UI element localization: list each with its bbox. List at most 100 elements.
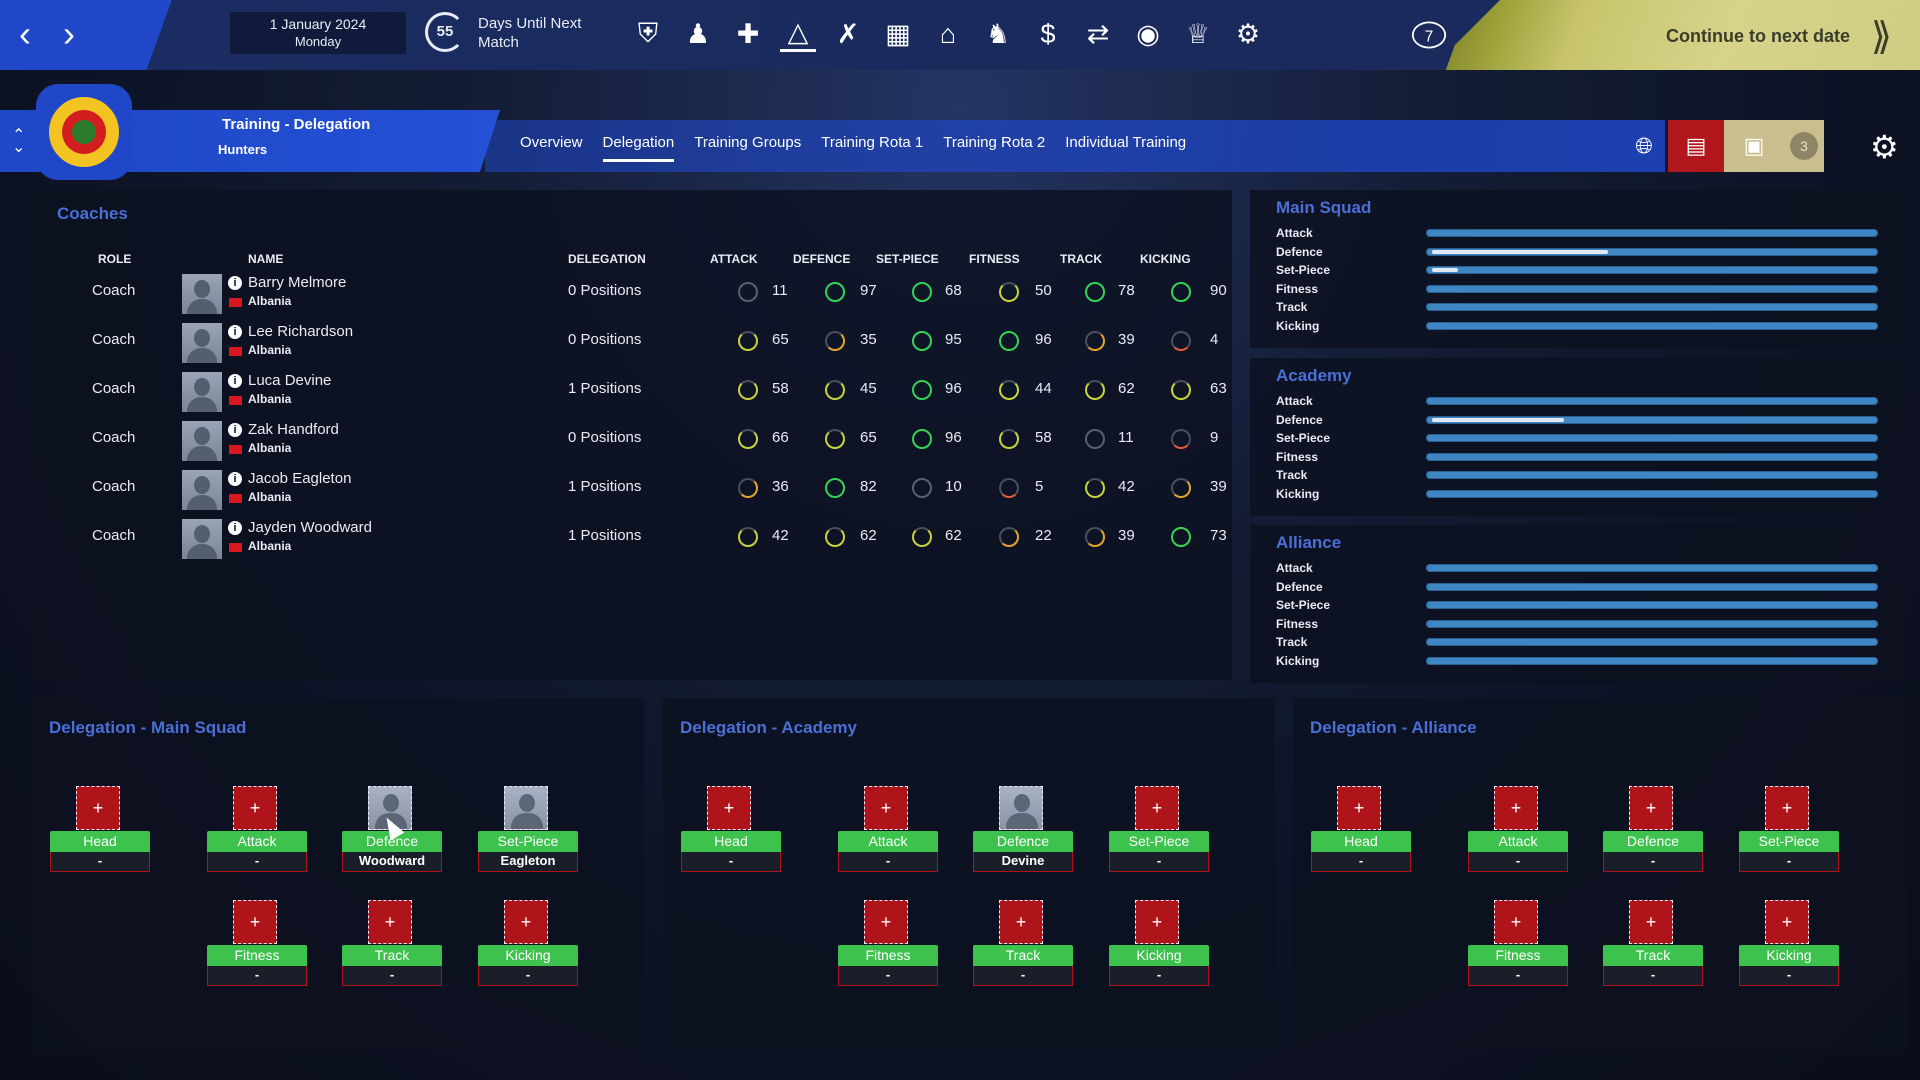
- coach-name[interactable]: Jayden Woodward: [248, 519, 372, 536]
- calendar-icon[interactable]: ▦: [885, 18, 911, 49]
- coach-row[interactable]: Coach i Luca Devine Albania 1 Positions 58 45 9…: [32, 370, 1232, 419]
- add-coach-button[interactable]: +: [864, 900, 908, 944]
- delegation-slot-head[interactable]: + Head -: [1311, 786, 1411, 886]
- coach-avatar[interactable]: [182, 421, 222, 461]
- delegation-slot-head[interactable]: + Head -: [681, 786, 781, 886]
- col-track[interactable]: TRACK: [1060, 252, 1102, 266]
- tab-training-rota-2[interactable]: Training Rota 2: [943, 134, 1046, 151]
- delegation-slot-track[interactable]: + Track -: [342, 900, 442, 1000]
- add-coach-button[interactable]: +: [1629, 900, 1673, 944]
- help-icon[interactable]: 7: [1411, 21, 1447, 49]
- delegation-slot-fitness[interactable]: + Fitness -: [838, 900, 938, 1000]
- coach-avatar[interactable]: [182, 470, 222, 510]
- delegation-slot-attack[interactable]: + Attack -: [838, 786, 938, 886]
- tab-training-rota-1[interactable]: Training Rota 1: [821, 134, 924, 151]
- add-coach-button[interactable]: +: [1494, 786, 1538, 830]
- info-icon[interactable]: i: [228, 276, 242, 290]
- training-icon[interactable]: △: [780, 16, 816, 52]
- coach-row[interactable]: Coach i Jacob Eagleton Albania 1 Positions 36…: [32, 468, 1232, 517]
- continue-button[interactable]: Continue to next date ⟫: [1430, 0, 1920, 70]
- add-coach-button[interactable]: +: [864, 786, 908, 830]
- coach-name[interactable]: Lee Richardson: [248, 323, 354, 340]
- delegation-slot-kicking[interactable]: + Kicking -: [1739, 900, 1839, 1000]
- finance-icon[interactable]: $: [1040, 18, 1056, 49]
- forward-arrow-icon[interactable]: ›: [63, 13, 75, 54]
- add-coach-button[interactable]: +: [999, 900, 1043, 944]
- tab-delegation[interactable]: Delegation: [602, 134, 675, 162]
- inbox-count[interactable]: 3: [1784, 120, 1824, 172]
- add-coach-button[interactable]: +: [76, 786, 120, 830]
- info-icon[interactable]: i: [228, 472, 242, 486]
- add-coach-button[interactable]: +: [1765, 786, 1809, 830]
- delegation-slot-attack[interactable]: + Attack -: [207, 786, 307, 886]
- delegation-slot-fitness[interactable]: + Fitness -: [207, 900, 307, 1000]
- home-icon[interactable]: ⌂: [939, 18, 957, 49]
- col-role[interactable]: ROLE: [98, 252, 132, 266]
- tactics-icon[interactable]: ✗: [836, 18, 860, 49]
- tab-training-groups[interactable]: Training Groups: [694, 134, 802, 151]
- info-icon[interactable]: i: [228, 423, 242, 437]
- delegation-slot-set-piece[interactable]: Set-Piece Eagleton: [478, 786, 578, 886]
- add-coach-button[interactable]: +: [1135, 786, 1179, 830]
- delegation-slot-defence[interactable]: Defence Devine: [973, 786, 1073, 886]
- delegation-slot-defence[interactable]: Defence Woodward: [342, 786, 442, 886]
- delegation-slot-set-piece[interactable]: + Set-Piece -: [1739, 786, 1839, 886]
- delegation-slot-head[interactable]: + Head -: [50, 786, 150, 886]
- delegation-slot-attack[interactable]: + Attack -: [1468, 786, 1568, 886]
- add-coach-button[interactable]: +: [233, 900, 277, 944]
- scouting-icon[interactable]: ◉: [1136, 18, 1160, 49]
- delegation-slot-kicking[interactable]: + Kicking -: [1109, 900, 1209, 1000]
- tab-individual-training[interactable]: Individual Training: [1065, 134, 1187, 151]
- coach-name[interactable]: Jacob Eagleton: [248, 470, 352, 487]
- col-name[interactable]: NAME: [248, 252, 284, 266]
- assigned-coach-photo[interactable]: [504, 786, 548, 830]
- add-coach-button[interactable]: +: [1629, 786, 1673, 830]
- col-setpiece[interactable]: SET-PIECE: [876, 252, 939, 266]
- coach-avatar[interactable]: [182, 323, 222, 363]
- transfers-icon[interactable]: ⇄: [1086, 18, 1110, 49]
- club-icon[interactable]: ♞: [985, 18, 1011, 49]
- settings-people-icon[interactable]: ⚙: [1235, 18, 1261, 49]
- col-kicking[interactable]: KICKING: [1140, 252, 1191, 266]
- coach-row[interactable]: Coach i Barry Melmore Albania 0 Positions 11 9…: [32, 272, 1232, 321]
- coach-row[interactable]: Coach i Jayden Woodward Albania 1 Positions 4…: [32, 517, 1232, 566]
- delegation-slot-kicking[interactable]: + Kicking -: [478, 900, 578, 1000]
- inbox-icon[interactable]: ▣: [1724, 120, 1784, 172]
- gear-icon[interactable]: ⚙: [1870, 129, 1899, 165]
- add-coach-button[interactable]: +: [1765, 900, 1809, 944]
- globe-icon[interactable]: 🌐︎: [1635, 133, 1653, 158]
- add-coach-button[interactable]: +: [504, 900, 548, 944]
- delegation-slot-set-piece[interactable]: + Set-Piece -: [1109, 786, 1209, 886]
- delegation-slot-track[interactable]: + Track -: [1603, 900, 1703, 1000]
- delegation-slot-track[interactable]: + Track -: [973, 900, 1073, 1000]
- add-coach-button[interactable]: +: [368, 900, 412, 944]
- col-defence[interactable]: DEFENCE: [793, 252, 851, 266]
- staff-icon[interactable]: ♟: [685, 18, 711, 49]
- assigned-coach-photo[interactable]: [368, 786, 412, 830]
- coach-name[interactable]: Zak Handford: [248, 421, 339, 438]
- col-attack[interactable]: ATTACK: [710, 252, 758, 266]
- club-badge[interactable]: [36, 84, 132, 180]
- assigned-coach-photo[interactable]: [999, 786, 1043, 830]
- clipboard-icon[interactable]: ▤: [1668, 120, 1724, 172]
- coach-row[interactable]: Coach i Zak Handford Albania 0 Positions 66 65…: [32, 419, 1232, 468]
- trophy-icon[interactable]: ♕: [1185, 18, 1211, 49]
- up-down-chevron-icon[interactable]: ⌃ ⌄: [12, 127, 26, 156]
- delegation-slot-defence[interactable]: + Defence -: [1603, 786, 1703, 886]
- coach-name[interactable]: Barry Melmore: [248, 274, 347, 291]
- squad-icon[interactable]: ⛨: [637, 18, 659, 48]
- add-coach-button[interactable]: +: [1337, 786, 1381, 830]
- col-fitness[interactable]: FITNESS: [969, 252, 1020, 266]
- add-coach-button[interactable]: +: [1494, 900, 1538, 944]
- info-icon[interactable]: i: [228, 374, 242, 388]
- coach-row[interactable]: Coach i Lee Richardson Albania 0 Positions 65…: [32, 321, 1232, 370]
- col-delegation[interactable]: DELEGATION: [568, 252, 646, 266]
- coach-name[interactable]: Luca Devine: [248, 372, 332, 389]
- add-coach-button[interactable]: +: [707, 786, 751, 830]
- delegation-slot-fitness[interactable]: + Fitness -: [1468, 900, 1568, 1000]
- info-icon[interactable]: i: [228, 521, 242, 535]
- add-coach-button[interactable]: +: [233, 786, 277, 830]
- coach-avatar[interactable]: [182, 274, 222, 314]
- coach-avatar[interactable]: [182, 372, 222, 412]
- back-arrow-icon[interactable]: ‹: [19, 13, 31, 54]
